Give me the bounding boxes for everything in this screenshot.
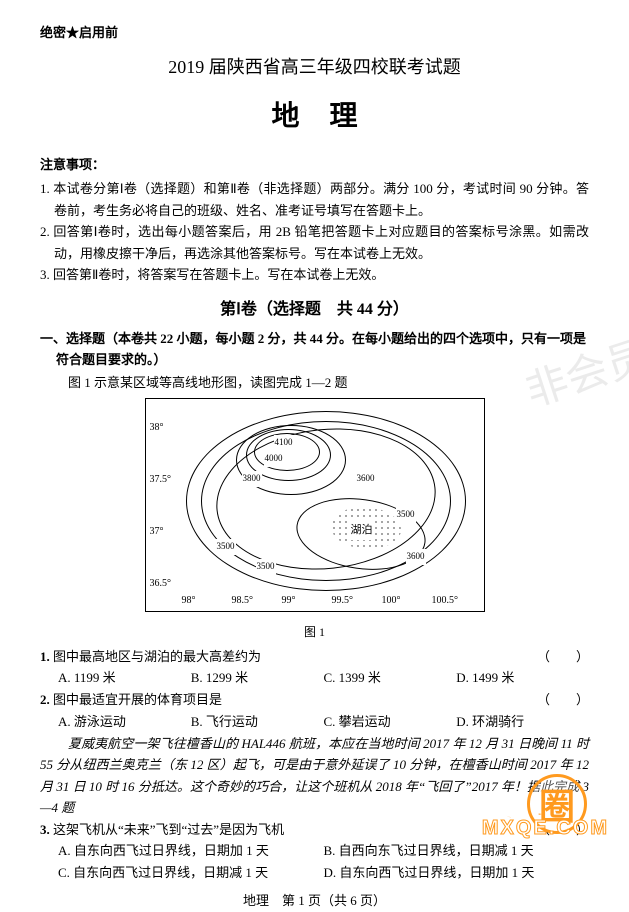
confidential-mark: 绝密★启用前 xyxy=(40,22,589,44)
notice-heading: 注意事项： xyxy=(40,154,589,176)
elevation-label: 3600 xyxy=(356,471,376,486)
elevation-label: 3500 xyxy=(216,539,236,554)
lon-label: 100° xyxy=(382,592,401,609)
answer-bracket: （ ） xyxy=(537,819,589,840)
exam-title: 2019 届陕西省高三年级四校联考试题 xyxy=(40,52,589,83)
lon-label: 98.5° xyxy=(232,592,254,609)
elevation-label: 3800 xyxy=(242,471,262,486)
lon-label: 99° xyxy=(282,592,296,609)
lon-label: 98° xyxy=(182,592,196,609)
elevation-label: 3500 xyxy=(396,507,416,522)
lat-label: 36.5° xyxy=(150,575,172,592)
figure-wrap: 38° 37.5° 37° 36.5° 98° 98.5° 99° 99.5° … xyxy=(40,398,589,641)
option-d: D. 1499 米 xyxy=(456,667,589,689)
figure-intro: 图 1 示意某区域等高线地形图，读图完成 1—2 题 xyxy=(40,372,589,394)
elevation-label: 3600 xyxy=(406,549,426,564)
section-head: 第Ⅰ卷（选择题 共 44 分） xyxy=(40,296,589,323)
subject-title: 地理 xyxy=(40,93,589,141)
question-1-options: A. 1199 米 B. 1299 米 C. 1399 米 D. 1499 米 xyxy=(40,667,589,689)
lat-label: 38° xyxy=(150,419,164,436)
elevation-label: 4000 xyxy=(264,451,284,466)
question-stem: 图中最高地区与湖泊的最大高差约为 xyxy=(53,649,261,664)
page-footer: 地理 第 1 页（共 6 页） xyxy=(40,890,589,912)
question-2-options: A. 游泳运动 B. 飞行运动 C. 攀岩运动 D. 环湖骑行 xyxy=(40,711,589,733)
contour-map-figure: 38° 37.5° 37° 36.5° 98° 98.5° 99° 99.5° … xyxy=(145,398,485,612)
option-b: B. 自西向东飞过日界线，日期减 1 天 xyxy=(324,840,590,862)
passage-3-4: 夏威夷航空一架飞往檀香山的 HAL446 航班，本应在当地时间 2017 年 1… xyxy=(40,733,589,819)
option-d: D. 环湖骑行 xyxy=(456,711,589,733)
option-a: A. 自东向西飞过日界线，日期加 1 天 xyxy=(58,840,324,862)
exam-page: 绝密★启用前 2019 届陕西省高三年级四校联考试题 地理 注意事项： 1. 本… xyxy=(0,0,629,912)
notice-item: 3. 回答第Ⅱ卷时，将答案写在答题卡上。写在本试卷上无效。 xyxy=(40,264,589,285)
option-a: A. 1199 米 xyxy=(58,667,191,689)
lon-label: 99.5° xyxy=(332,592,354,609)
question-3-options: A. 自东向西飞过日界线，日期加 1 天 B. 自西向东飞过日界线，日期减 1 … xyxy=(40,840,589,884)
lon-label: 100.5° xyxy=(432,592,459,609)
question-number: 3. xyxy=(40,822,50,837)
option-b: B. 飞行运动 xyxy=(191,711,324,733)
option-b: B. 1299 米 xyxy=(191,667,324,689)
option-c: C. 1399 米 xyxy=(324,667,457,689)
question-3: 3. 这架飞机从“未来”飞到“过去”是因为飞机 （ ） xyxy=(40,819,589,840)
elevation-label: 3500 xyxy=(256,559,276,574)
option-d: D. 自东向西飞过日界线，日期加 1 天 xyxy=(324,862,590,884)
option-c: C. 自东向西飞过日界线，日期减 1 天 xyxy=(58,862,324,884)
elevation-label: 4100 xyxy=(274,435,294,450)
option-c: C. 攀岩运动 xyxy=(324,711,457,733)
question-stem: 这架飞机从“未来”飞到“过去”是因为飞机 xyxy=(53,822,284,837)
answer-bracket: （ ） xyxy=(537,689,589,710)
lat-label: 37.5° xyxy=(150,471,172,488)
choice-section-head: 一、选择题（本卷共 22 小题，每小题 2 分，共 44 分。在每小题给出的四个… xyxy=(40,329,589,371)
option-a: A. 游泳运动 xyxy=(58,711,191,733)
question-stem: 图中最适宜开展的体育项目是 xyxy=(53,692,222,707)
notice-item: 1. 本试卷分第Ⅰ卷（选择题）和第Ⅱ卷（非选择题）两部分。满分 100 分，考试… xyxy=(40,178,589,221)
question-1: 1. 图中最高地区与湖泊的最大高差约为 （ ） xyxy=(40,646,589,667)
question-2: 2. 图中最适宜开展的体育项目是 （ ） xyxy=(40,689,589,710)
question-number: 1. xyxy=(40,649,50,664)
figure-caption: 图 1 xyxy=(40,622,589,642)
answer-bracket: （ ） xyxy=(537,646,589,667)
lat-label: 37° xyxy=(150,523,164,540)
question-number: 2. xyxy=(40,692,50,707)
lake-label: 湖泊 xyxy=(350,521,374,540)
notice-item: 2. 回答第Ⅰ卷时，选出每小题答案后，用 2B 铅笔把答题卡上对应题目的答案标号… xyxy=(40,221,589,264)
